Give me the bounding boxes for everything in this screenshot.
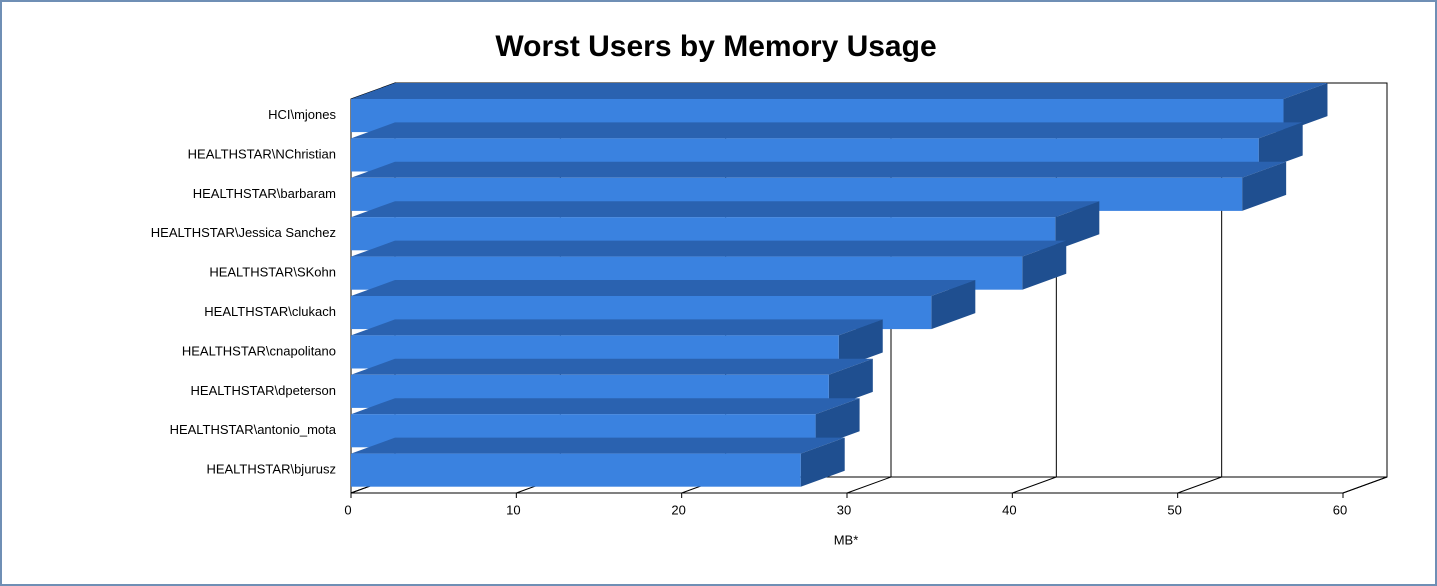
x-tick-label: 30 (837, 502, 851, 517)
bar-top (351, 358, 873, 375)
y-tick-label: HEALTHSTAR\bjurusz (206, 462, 336, 477)
bar-side (800, 437, 845, 487)
bar-side (815, 398, 860, 448)
floor-grid-line (1177, 476, 1222, 494)
floor-grid-line (846, 476, 892, 494)
bar-top (351, 161, 1287, 178)
bar-side (1055, 201, 1100, 251)
y-tick-label: HEALTHSTAR\cnapolitano (182, 343, 336, 358)
bar-side (1258, 122, 1303, 172)
bar-side (838, 319, 883, 369)
bar-top (351, 437, 845, 454)
bar-top (351, 319, 883, 336)
x-tick-label: 50 (1167, 502, 1181, 517)
x-axis-label: MB* (834, 532, 859, 547)
bar-side (1022, 240, 1067, 290)
bar-top (351, 398, 860, 415)
y-tick-label: HCI\mjones (268, 107, 336, 122)
y-tick-label: HEALTHSTAR\NChristian (188, 146, 336, 161)
y-tick-label: HEALTHSTAR\SKohn (209, 265, 336, 280)
bar-top (351, 83, 1328, 99)
x-tick-label: 0 (344, 502, 351, 517)
y-tick-label: HEALTHSTAR\barbaram (193, 186, 336, 201)
bar-side (1242, 161, 1287, 211)
bar (351, 453, 801, 487)
x-tick-label: 60 (1333, 502, 1347, 517)
x-tick-label: 20 (671, 502, 685, 517)
bar-side (1283, 83, 1328, 133)
bar-top (351, 201, 1100, 218)
bar-top (351, 122, 1303, 139)
bar-side (828, 358, 873, 408)
bar-top (351, 240, 1067, 257)
chart-title: Worst Users by Memory Usage (495, 30, 936, 63)
bar-side (931, 280, 976, 330)
y-tick-label: HEALTHSTAR\clukach (204, 304, 336, 319)
y-tick-label: HEALTHSTAR\antonio_mota (170, 422, 337, 437)
y-tick-label: HEALTHSTAR\dpeterson (191, 383, 336, 398)
bar-top (351, 280, 976, 296)
floor-grid-line (1342, 476, 1388, 494)
x-tick-label: 10 (506, 502, 520, 517)
floor-grid-line (1012, 476, 1057, 494)
y-tick-label: HEALTHSTAR\Jessica Sanchez (151, 225, 336, 240)
x-tick-label: 40 (1002, 502, 1016, 517)
